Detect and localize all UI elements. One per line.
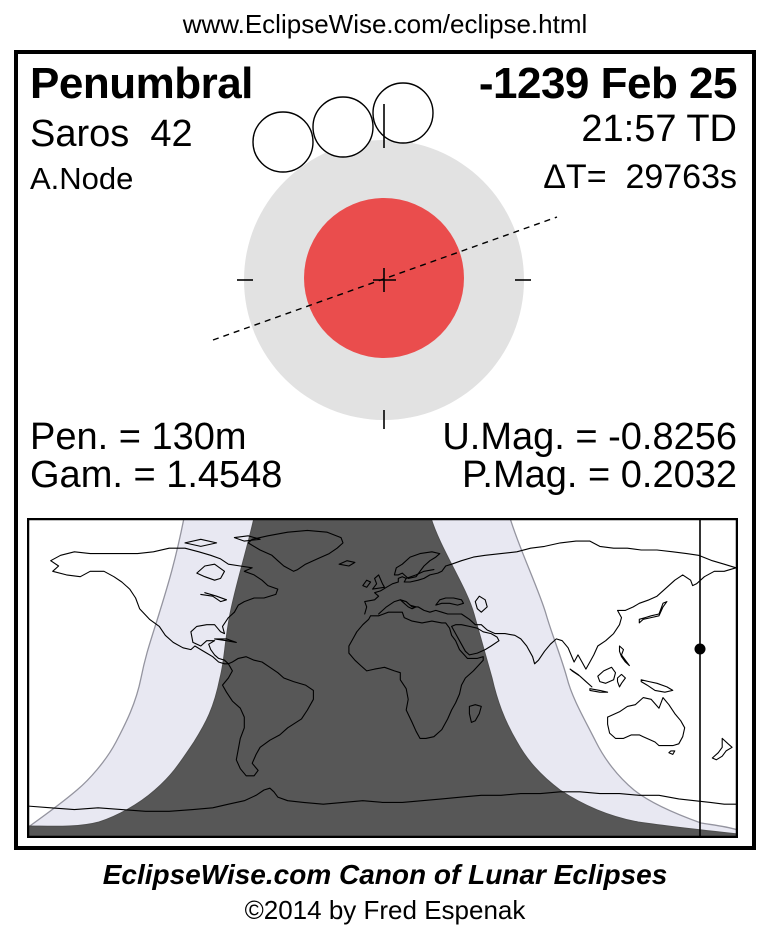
coastline [468,704,482,723]
eclipse-time: 21:57 TD [581,108,737,150]
penumbral-magnitude: P.Mag. = 0.2032 [461,454,737,496]
site-url: www.EclipseWise.com/eclipse.html [182,9,588,39]
coastline [196,563,226,581]
coastline [221,656,314,777]
coastline [589,688,609,693]
coastline [338,560,356,567]
coastline [364,563,453,615]
coastline [214,638,237,643]
coastline [638,601,668,624]
coastlines [27,529,738,812]
coastline [50,547,279,665]
map-border [27,518,738,838]
coastline [27,787,738,812]
eclipse-type-label: Penumbral [30,59,253,108]
canon-title: EclipseWise.com Canon of Lunar Eclipses [102,859,668,890]
coastline [640,679,674,693]
coastline [184,538,218,547]
coastline [474,595,488,613]
gamma-value: Gam. = 1.4548 [30,454,283,496]
coastline [607,697,686,747]
moon-disc [252,111,314,173]
moon-disc [372,82,434,144]
copyright-line: ©2014 by Fred Espenak [244,895,526,925]
coastline [247,529,344,572]
penumbral-duration: Pen. = 130m [30,416,247,458]
coastline [200,592,228,603]
coastline [711,737,733,761]
coastline [362,579,372,588]
coastline [378,599,455,615]
coastline [451,540,737,670]
coastline [451,624,500,656]
node-label: A.Node [30,161,134,196]
moon-disc [312,96,374,158]
saros-label: Saros 42 [30,113,193,155]
coastline [618,645,630,667]
moon-position-discs [252,82,434,173]
coastline [616,673,626,688]
coastline [435,597,465,606]
coastline [393,551,441,579]
coastline [399,599,417,610]
shadow-center-cross [373,268,396,292]
coastline [569,668,593,688]
visibility-map [27,518,738,838]
coastline [348,611,484,739]
eclipse-visible-zone [27,518,738,838]
coastline [372,574,386,590]
coastline [405,569,435,579]
umbral-magnitude: U.Mag. = -0.8256 [442,416,737,458]
moon-zenith-point [694,643,706,655]
coastline [668,750,676,755]
ecliptic-dashed-line [212,216,558,341]
coastline [233,535,261,542]
shadow-axis-ticks [237,104,531,429]
eclipse-date: -1239 Feb 25 [478,59,738,108]
delta-t-value: ΔT= 29763s [543,158,737,196]
coastline [597,666,617,684]
